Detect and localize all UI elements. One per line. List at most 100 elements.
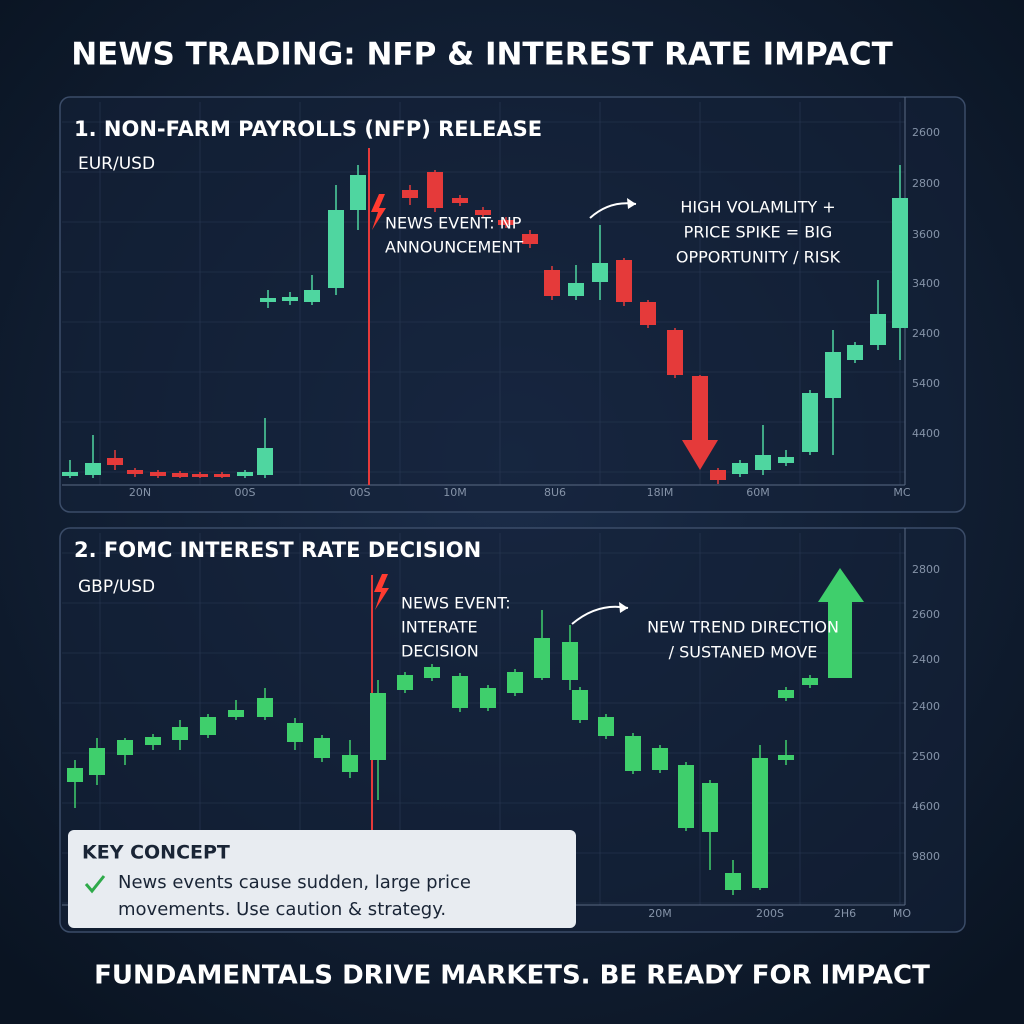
candle-body bbox=[89, 748, 105, 775]
candle-body bbox=[725, 873, 741, 890]
y-axis-label: 2500 bbox=[912, 750, 940, 763]
arrow-head bbox=[627, 198, 636, 209]
x-axis-label: 10M bbox=[443, 486, 467, 499]
lightning-icon bbox=[371, 194, 386, 230]
candle-body bbox=[778, 690, 794, 698]
key-concept-heading: KEY CONCEPT bbox=[82, 842, 230, 864]
candle-body bbox=[640, 302, 656, 325]
candle-body bbox=[452, 198, 468, 203]
annotation: NEW TREND DIRECTION bbox=[647, 618, 839, 637]
candle-body bbox=[117, 740, 133, 755]
candle-body bbox=[67, 768, 83, 782]
candle-body bbox=[534, 638, 550, 678]
candle-body bbox=[214, 474, 230, 477]
y-axis-label: 2400 bbox=[912, 653, 940, 666]
y-axis-label: 2800 bbox=[912, 177, 940, 190]
candle-body bbox=[228, 710, 244, 717]
trend-arrow bbox=[818, 568, 864, 678]
candle-body bbox=[562, 642, 578, 680]
x-axis-label: MO bbox=[893, 907, 911, 920]
candle-body bbox=[424, 667, 440, 678]
panel-title: 2. FOMC INTEREST RATE DECISION bbox=[74, 538, 481, 562]
candle-body bbox=[678, 765, 694, 828]
candle-body bbox=[314, 738, 330, 758]
candle-body bbox=[592, 263, 608, 282]
y-axis-label: 2600 bbox=[912, 608, 940, 621]
y-axis-label: 4400 bbox=[912, 427, 940, 440]
currency-pair: EUR/USD bbox=[78, 154, 155, 174]
candle-body bbox=[145, 737, 161, 745]
candle-body bbox=[667, 330, 683, 375]
x-axis-label: 200S bbox=[756, 907, 784, 920]
candle-body bbox=[702, 783, 718, 832]
candle-body bbox=[847, 345, 863, 360]
key-concept-text: News events cause sudden, large price bbox=[118, 872, 471, 893]
candle-body bbox=[522, 234, 538, 244]
footer: FUNDAMENTALS DRIVE MARKETS. BE READY FOR… bbox=[94, 961, 930, 991]
candle-body bbox=[507, 672, 523, 693]
candle-body bbox=[892, 198, 908, 328]
main-title: NEWS TRADING: NFP & INTEREST RATE IMPACT bbox=[71, 37, 893, 73]
candle-body bbox=[568, 283, 584, 296]
candle-body bbox=[778, 457, 794, 463]
x-axis-label: 2H6 bbox=[834, 907, 856, 920]
y-axis-label: 5400 bbox=[912, 377, 940, 390]
candle-body bbox=[62, 472, 78, 476]
candle-body bbox=[755, 455, 771, 470]
y-axis-label: 4600 bbox=[912, 800, 940, 813]
x-axis-label: 8U6 bbox=[544, 486, 566, 499]
annotation: HIGH VOLAMLITY + bbox=[680, 198, 835, 217]
currency-pair: GBP/USD bbox=[78, 577, 155, 597]
candle-body bbox=[778, 755, 794, 760]
candle-body bbox=[257, 698, 273, 717]
annotation: OPPORTUNITY / RISK bbox=[676, 248, 841, 267]
candle-body bbox=[825, 352, 841, 398]
candle-body bbox=[710, 470, 726, 480]
candle-body bbox=[498, 220, 514, 225]
candle-body bbox=[652, 748, 668, 770]
candle-body bbox=[200, 717, 216, 735]
y-axis-label: 2600 bbox=[912, 126, 940, 139]
annotation: / SUSTANED MOVE bbox=[669, 643, 818, 662]
candle-body bbox=[260, 298, 276, 302]
x-axis-label: 18IM bbox=[647, 486, 674, 499]
candle-body bbox=[732, 463, 748, 474]
candle-body bbox=[480, 688, 496, 708]
candle-body bbox=[544, 270, 560, 296]
y-axis-label: 3600 bbox=[912, 228, 940, 241]
candle-body bbox=[328, 210, 344, 288]
candle-body bbox=[172, 727, 188, 740]
annotation: PRICE SPIKE = BIG bbox=[684, 223, 833, 242]
candle-body bbox=[397, 675, 413, 690]
candle-body bbox=[107, 458, 123, 465]
panel-title: 1. NON-FARM PAYROLLS (NFP) RELEASE bbox=[74, 117, 542, 141]
arrow-head bbox=[619, 602, 628, 613]
lightning-icon bbox=[374, 574, 389, 610]
candle-body bbox=[287, 723, 303, 742]
candle-body bbox=[172, 473, 188, 477]
candle-body bbox=[282, 297, 298, 301]
candle-body bbox=[802, 393, 818, 452]
candle-body bbox=[257, 448, 273, 475]
candle-body bbox=[85, 463, 101, 475]
key-concept-box bbox=[68, 830, 576, 928]
y-axis-label: 2400 bbox=[912, 700, 940, 713]
event-label: NEWS EVENT: NP bbox=[385, 214, 522, 233]
x-axis-label: 20N bbox=[129, 486, 151, 499]
event-label: NEWS EVENT: bbox=[401, 594, 511, 613]
x-axis-label: 60M bbox=[746, 486, 770, 499]
candle-body bbox=[625, 736, 641, 771]
drop-arrow bbox=[682, 376, 718, 470]
candle-body bbox=[402, 190, 418, 198]
y-axis-label: 3400 bbox=[912, 277, 940, 290]
candle-body bbox=[304, 290, 320, 302]
candle-body bbox=[452, 676, 468, 708]
candle-body bbox=[192, 474, 208, 477]
y-axis-label: 2800 bbox=[912, 563, 940, 576]
candle-body bbox=[427, 172, 443, 208]
check-icon bbox=[84, 875, 106, 894]
y-axis-label: 2400 bbox=[912, 327, 940, 340]
key-concept-text: movements. Use caution & strategy. bbox=[118, 899, 446, 920]
event-label: ANNOUNCEMENT bbox=[385, 238, 523, 257]
